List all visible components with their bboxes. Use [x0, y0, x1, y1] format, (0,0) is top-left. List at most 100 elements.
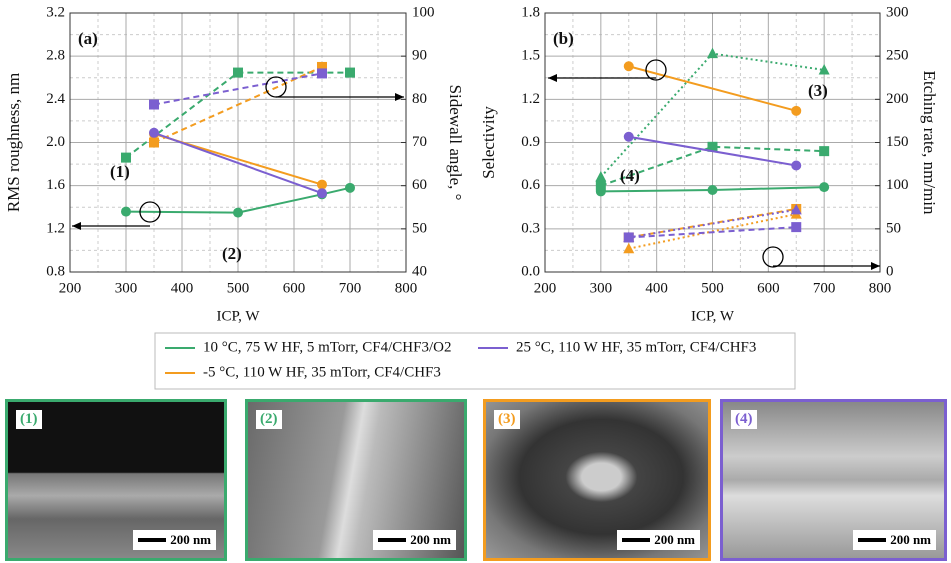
- y2-tick-label: 150: [886, 134, 909, 150]
- x-tick-label: 800: [395, 280, 418, 296]
- annotation: (b): [553, 29, 574, 48]
- point: [791, 222, 802, 233]
- point: [623, 242, 635, 254]
- y2-tick-label: 90: [412, 48, 427, 64]
- scale-label: 200 nm: [170, 532, 211, 547]
- scale-bar: 200 nm: [853, 530, 936, 550]
- x-tick-label: 500: [227, 280, 250, 296]
- arrow-head: [871, 262, 880, 270]
- point: [121, 206, 131, 217]
- legend-label: 25 °C, 110 W HF, 35 mTorr, CF4/CHF3: [516, 339, 756, 355]
- point: [121, 152, 131, 163]
- scale-label: 200 nm: [890, 532, 931, 547]
- point: [790, 203, 802, 215]
- point: [345, 67, 355, 78]
- x-axis-label: ICP, W: [691, 308, 735, 324]
- y2-tick-label: 60: [412, 177, 427, 193]
- point: [707, 141, 718, 152]
- point: [317, 68, 327, 79]
- y-tick-label: 2.0: [46, 134, 65, 150]
- x-tick-label: 400: [645, 280, 668, 296]
- y-tick-label: 0.9: [521, 134, 540, 150]
- scale-bar: 200 nm: [373, 530, 456, 550]
- point: [317, 61, 327, 72]
- annotation: (a): [78, 29, 98, 48]
- micrograph: (4) 200 nm: [720, 399, 947, 561]
- y-tick-label: 0.8: [46, 263, 65, 279]
- scale-bar: 200 nm: [133, 530, 216, 550]
- y-tick-label: 2.4: [46, 91, 65, 107]
- y-tick-label: 1.8: [521, 4, 540, 20]
- plot-frame: [544, 12, 881, 273]
- series-line: [153, 72, 323, 106]
- legend-label: 10 °C, 75 W HF, 5 mTorr, CF4/CHF3/O2: [203, 339, 451, 355]
- x-tick-label: 400: [171, 280, 194, 296]
- arrow-head: [72, 222, 81, 230]
- point: [233, 67, 243, 78]
- legend-label: -5 °C, 110 W HF, 35 mTorr, CF4/CHF3: [203, 364, 441, 380]
- point: [623, 131, 634, 142]
- series-line: [628, 135, 797, 167]
- point: [623, 231, 635, 242]
- y-axis-label: RMS roughness, nm: [4, 73, 23, 212]
- annotation: (4): [620, 166, 640, 185]
- y2-tick-label: 50: [886, 220, 901, 236]
- scale-label: 200 nm: [654, 532, 695, 547]
- marker-circle: [645, 59, 667, 81]
- x-tick-label: 700: [813, 280, 836, 296]
- point: [317, 188, 327, 199]
- series-line: [153, 131, 323, 195]
- arrow-head: [395, 93, 404, 101]
- point: [317, 179, 327, 190]
- y-tick-label: 2.8: [46, 48, 65, 64]
- y2-tick-label: 50: [412, 220, 427, 236]
- point: [707, 47, 718, 59]
- plot: 200 300 400 500 600 700 800 0.8 1.2 1.6 2.0 2.4 2.8 3…: [4, 4, 465, 324]
- y-tick-label: 1.2: [46, 220, 65, 236]
- y-tick-label: 1.5: [521, 48, 540, 64]
- point: [707, 184, 718, 195]
- y-tick-label: 0.6: [521, 177, 540, 193]
- figure: 200 300 400 500 600 700 8000.81.21.62.02.42.83…: [4, 4, 939, 390]
- y2-tick-label: 80: [412, 91, 427, 107]
- x-tick-label: 200: [534, 280, 557, 296]
- y-tick-label: 0.0: [521, 263, 540, 279]
- point: [623, 61, 634, 72]
- y2-tick-label: 100: [886, 177, 909, 193]
- marker-circle: [762, 246, 784, 268]
- legend-box: [154, 332, 796, 390]
- series-line: [628, 208, 797, 239]
- micrograph: (3) 200 nm: [483, 399, 711, 561]
- micrograph-label: (2): [256, 410, 282, 429]
- micrograph-label: (4): [731, 410, 757, 429]
- point: [595, 171, 607, 182]
- point: [791, 160, 802, 171]
- scale-label: 200 nm: [410, 532, 451, 547]
- point: [149, 137, 159, 148]
- micrograph-label: (3): [494, 410, 520, 429]
- point: [345, 182, 355, 193]
- plot-frame: [69, 12, 407, 273]
- x-tick-label: 700: [339, 280, 362, 296]
- x-axis-label: ICP, W: [216, 308, 260, 324]
- y-tick-label: 3.2: [46, 4, 65, 20]
- x-tick-label: 800: [869, 280, 892, 296]
- annotation: (3): [808, 81, 828, 100]
- y-tick-label: 0.3: [521, 220, 540, 236]
- point: [595, 180, 606, 191]
- y2-tick-label: 300: [886, 4, 909, 20]
- series-line: [125, 186, 351, 214]
- micrograph-label: (1): [16, 410, 42, 429]
- point: [149, 99, 159, 110]
- x-tick-label: 200: [59, 280, 82, 296]
- x-tick-label: 600: [757, 280, 780, 296]
- point: [791, 105, 802, 116]
- point: [819, 182, 830, 193]
- scale-bar: 200 nm: [617, 530, 700, 550]
- series-line: [628, 226, 797, 239]
- x-tick-label: 600: [283, 280, 306, 296]
- y2-tick-label: 70: [412, 134, 427, 150]
- y-tick-label: 1.2: [521, 91, 540, 107]
- point: [233, 207, 243, 218]
